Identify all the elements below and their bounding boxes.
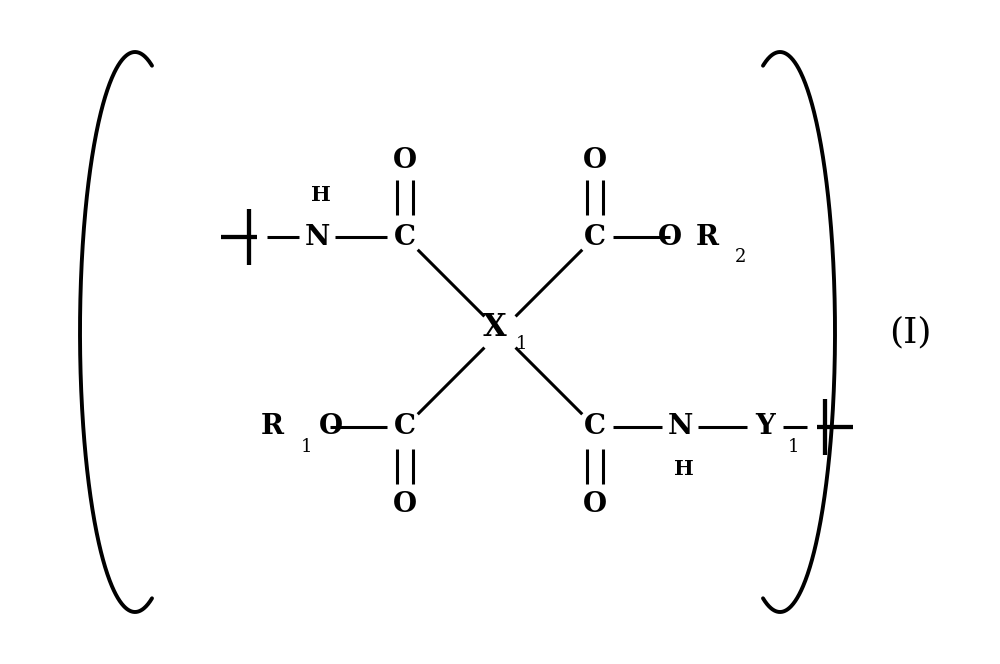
Text: R: R: [696, 224, 718, 250]
Text: 1: 1: [301, 438, 313, 456]
Text: O: O: [393, 491, 417, 517]
Text: 1: 1: [516, 335, 528, 353]
Text: 1: 1: [787, 438, 799, 456]
Text: C: C: [584, 414, 606, 440]
Text: N: N: [304, 224, 330, 250]
Text: (Ⅰ): (Ⅰ): [889, 315, 931, 349]
Text: C: C: [584, 224, 606, 250]
Text: N: N: [667, 414, 693, 440]
Text: C: C: [394, 224, 416, 250]
Text: Y: Y: [755, 414, 775, 440]
Text: H: H: [311, 185, 331, 205]
Text: 2: 2: [734, 248, 746, 266]
Text: O: O: [583, 491, 607, 517]
Text: R: R: [260, 414, 284, 440]
Text: C: C: [394, 414, 416, 440]
Text: O: O: [658, 224, 682, 250]
Text: H: H: [674, 459, 694, 479]
Text: O: O: [393, 147, 417, 173]
Text: X: X: [483, 311, 507, 343]
Text: O: O: [583, 147, 607, 173]
Text: O: O: [319, 414, 343, 440]
